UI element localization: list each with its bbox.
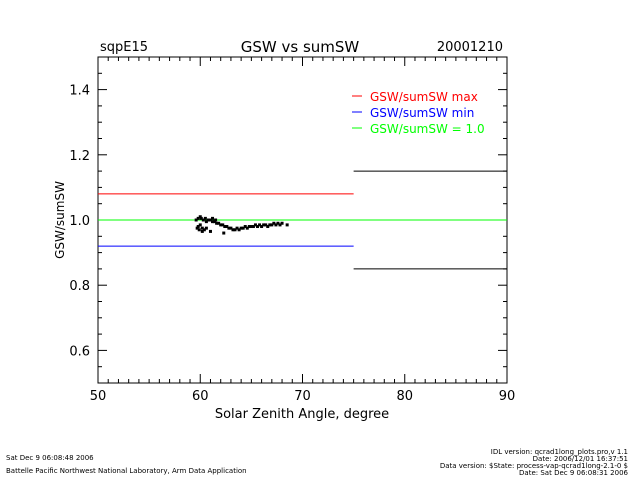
data-point	[213, 220, 217, 224]
data-point	[241, 226, 245, 230]
data-point	[204, 226, 208, 230]
data-point	[217, 221, 221, 225]
data-point	[270, 223, 274, 227]
x-tick-label: 70	[294, 389, 311, 404]
data-point	[221, 223, 225, 227]
data-point	[245, 226, 249, 230]
data-point	[235, 226, 239, 230]
data-point	[204, 220, 208, 224]
x-tick-label: 50	[90, 389, 107, 404]
footer-lab: Battelle Pacific Northwest National Labo…	[6, 467, 247, 475]
data-point	[280, 221, 284, 225]
footer-timestamp: Sat Dec 9 06:08:48 2006	[6, 454, 94, 462]
data-point	[197, 228, 201, 232]
data-point	[198, 223, 202, 227]
footer-data-date: Date: Sat Dec 9 06:08:31 2006	[519, 469, 628, 477]
data-point	[196, 225, 200, 229]
data-point	[208, 218, 212, 222]
data-point	[266, 225, 270, 229]
data-point	[268, 223, 272, 227]
x-tick-label: 60	[192, 389, 209, 404]
data-point	[225, 225, 229, 229]
data-point	[253, 223, 257, 227]
data-point	[199, 216, 203, 220]
site-label: sqpE15	[100, 40, 148, 55]
data-point	[211, 220, 215, 224]
data-point	[272, 221, 276, 225]
legend-label: GSW/sumSW min	[370, 106, 474, 120]
data-point	[278, 223, 282, 227]
data-point	[258, 223, 262, 227]
data-point	[200, 226, 204, 230]
data-point	[237, 228, 241, 232]
data-point	[198, 215, 202, 219]
data-point	[202, 228, 206, 232]
data-point	[276, 221, 280, 225]
data-point	[285, 223, 289, 227]
footer-idl-date: Date: 2006/12/01 16:37:51	[532, 455, 628, 463]
y-tick-label: 1.2	[69, 149, 90, 164]
data-point	[231, 228, 235, 232]
data-point	[223, 225, 227, 229]
x-axis-label: Solar Zenith Angle, degree	[215, 407, 389, 422]
chart-title: GSW vs sumSW	[241, 38, 360, 56]
y-tick-label: 1.4	[69, 84, 90, 99]
data-point	[200, 229, 204, 233]
legend-label: GSW/sumSW max	[370, 90, 478, 104]
data-point	[215, 221, 219, 225]
data-point	[243, 225, 247, 229]
y-tick-label: 0.8	[69, 279, 90, 294]
data-point	[233, 228, 237, 232]
data-point	[211, 216, 215, 220]
data-point	[208, 229, 212, 233]
data-point	[203, 216, 207, 220]
legend-label: GSW/sumSW = 1.0	[370, 122, 485, 136]
y-tick-label: 0.6	[69, 344, 90, 359]
x-tick-label: 90	[499, 389, 516, 404]
data-point	[214, 218, 218, 222]
data-point	[251, 225, 255, 229]
footer-data-version: Data version: $State: process-vap-qcrad1…	[439, 462, 628, 470]
y-tick-label: 1.0	[69, 214, 90, 229]
data-point	[247, 225, 251, 229]
data-point	[256, 225, 260, 229]
data-point	[206, 218, 210, 222]
data-point	[274, 223, 278, 227]
footer-idl-version: IDL version: qcrad1long_plots.pro,v 1.1	[490, 448, 628, 456]
data-point	[201, 218, 205, 222]
data-point	[196, 216, 200, 220]
data-point	[262, 223, 266, 227]
data-point	[260, 225, 264, 229]
data-point	[264, 223, 268, 227]
data-point	[194, 218, 198, 222]
data-point	[249, 225, 253, 229]
date-label: 20001210	[437, 40, 503, 55]
y-axis-label: GSW/sumSW	[53, 181, 67, 259]
data-point	[219, 223, 223, 227]
x-tick-label: 80	[396, 389, 413, 404]
data-point	[227, 226, 231, 230]
data-point	[195, 226, 199, 230]
data-point	[222, 231, 226, 235]
data-point	[239, 226, 243, 230]
data-point	[229, 226, 233, 230]
